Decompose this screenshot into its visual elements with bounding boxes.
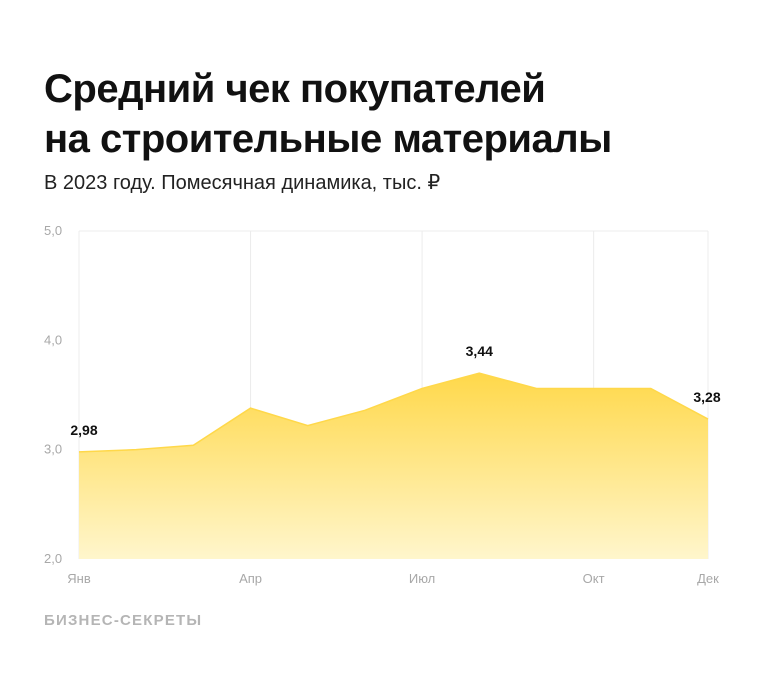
y-tick-label: 5,0 [44,223,62,238]
chart-title: Средний чек покупателей на строительные … [44,64,612,164]
data-label: 3,28 [693,389,720,405]
x-tick-label: Июл [409,571,435,586]
y-axis: 2,0 3,0 4,0 5,0 [44,223,62,566]
area-series [78,372,709,559]
chart-subtitle: В 2023 году. Помесячная динамика, тыс. ₽ [44,172,441,194]
brand-logo: БИЗНЕС-СЕКРЕТЫ [44,612,203,629]
chart-title-line-1: Средний чек покупателей [44,67,546,111]
y-tick-label: 2,0 [44,551,62,566]
x-tick-label: Окт [583,571,605,586]
chart-title-line-2: на строительные материалы [44,117,612,161]
data-label: 2,98 [70,422,97,438]
x-tick-label: Янв [67,571,91,586]
x-tick-label: Апр [239,571,262,586]
y-tick-label: 3,0 [44,442,62,457]
y-tick-label: 4,0 [44,332,62,347]
area-line [78,372,709,453]
area-fill [79,373,708,559]
data-labels: 2,98 3,44 3,28 [70,343,720,438]
x-tick-label: Дек [697,571,719,586]
x-axis: Янв Апр Июл Окт Дек [67,571,719,586]
data-label: 3,44 [466,343,493,359]
